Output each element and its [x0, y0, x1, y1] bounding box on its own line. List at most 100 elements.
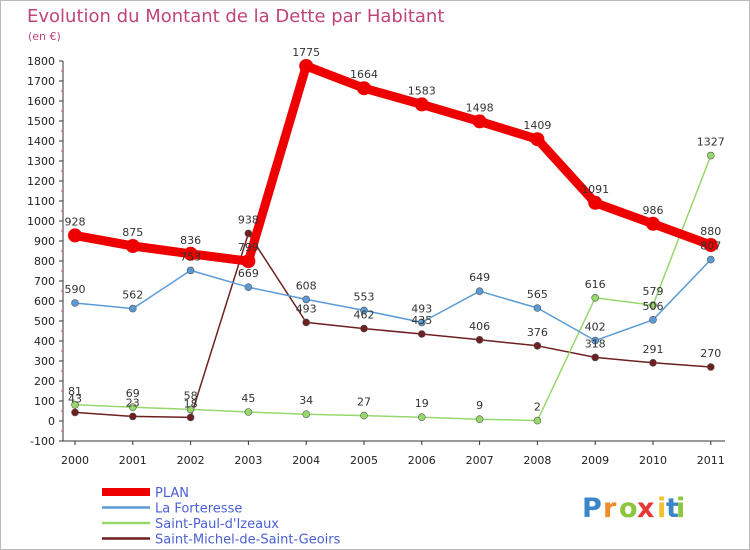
data-label-plan: 836: [180, 234, 201, 247]
logo-letter: r: [603, 493, 617, 524]
legend-label-saint-paul-d-izeaux: Saint-Paul-d'Izeaux: [155, 517, 279, 532]
y-tick-label: 600: [34, 295, 55, 308]
data-label-plan: 1664: [350, 68, 378, 81]
y-tick-label: 1800: [27, 55, 55, 68]
y-tick-label: -100: [30, 435, 55, 448]
data-point-saint-paul-d-izeaux: [649, 301, 657, 310]
y-tick-label: 1000: [27, 215, 55, 228]
data-label-saint-paul-d-izeaux: 2: [534, 401, 541, 414]
data-label-plan: 986: [643, 204, 664, 217]
x-tick-label: 2010: [639, 454, 667, 467]
data-point-la-forteresse: [706, 255, 715, 264]
data-label-saint-paul-d-izeaux: 69: [126, 387, 140, 400]
data-point-plan: [299, 59, 314, 73]
y-tick-label: 1600: [27, 95, 55, 108]
data-point-saint-michel-de-saint-geoirs: [71, 408, 79, 417]
data-label-la-forteresse: 590: [65, 283, 86, 296]
data-label-saint-michel-de-saint-geoirs: 18: [184, 397, 198, 410]
data-point-saint-michel-de-saint-geoirs: [129, 412, 137, 421]
data-point-plan: [125, 239, 140, 253]
data-point-la-forteresse: [417, 318, 426, 327]
data-point-plan: [68, 228, 82, 243]
legend-label-plan: PLAN: [155, 486, 189, 501]
data-point-saint-michel-de-saint-geoirs: [533, 341, 542, 350]
x-tick-label: 2007: [466, 454, 494, 467]
data-point-saint-paul-d-izeaux: [129, 403, 137, 412]
y-tick-label: 700: [34, 275, 55, 288]
data-label-saint-michel-de-saint-geoirs: 23: [126, 396, 140, 409]
data-point-plan: [183, 246, 198, 261]
x-tick-label: 2005: [350, 454, 378, 467]
series-line-plan: [70, 61, 716, 266]
y-tick-label: 400: [34, 335, 55, 348]
data-label-plan: 880: [700, 225, 721, 238]
data-point-saint-michel-de-saint-geoirs: [244, 229, 253, 238]
data-label-saint-paul-d-izeaux: 579: [643, 285, 664, 298]
y-tick-label: 1500: [27, 115, 55, 128]
data-label-saint-paul-d-izeaux: 1327: [697, 136, 725, 149]
data-point-saint-paul-d-izeaux: [186, 405, 195, 414]
data-point-saint-michel-de-saint-geoirs: [475, 335, 484, 344]
x-tick-label: 2011: [697, 454, 725, 467]
logo-letter: i: [676, 493, 685, 524]
data-label-saint-michel-de-saint-geoirs: 376: [527, 326, 548, 339]
data-point-la-forteresse: [129, 304, 137, 313]
data-point-plan: [357, 81, 371, 96]
data-label-saint-michel-de-saint-geoirs: 291: [643, 343, 664, 356]
data-label-plan: 928: [65, 215, 86, 228]
data-point-saint-michel-de-saint-geoirs: [186, 413, 195, 422]
y-tick-label: 0: [48, 415, 55, 428]
data-point-saint-paul-d-izeaux: [417, 413, 426, 422]
data-label-la-forteresse: 565: [527, 288, 548, 301]
data-label-plan: 1091: [581, 183, 609, 196]
data-point-plan: [588, 195, 603, 210]
data-label-la-forteresse: 506: [643, 300, 664, 313]
data-label-la-forteresse: 807: [700, 240, 721, 253]
data-point-saint-paul-d-izeaux: [302, 410, 311, 419]
x-tick-label: 2001: [119, 454, 147, 467]
data-label-layer: 928 875 836 799 1775 1664 1583 1498 1409 1091 986 8…: [65, 46, 725, 414]
data-point-la-forteresse: [71, 299, 79, 307]
data-point-plan: [241, 254, 256, 269]
x-tick-label: 2009: [581, 454, 609, 467]
data-point-plan: [703, 238, 718, 252]
data-label-saint-michel-de-saint-geoirs: 318: [585, 337, 606, 350]
y-tick-label: 1100: [27, 195, 55, 208]
chart-subtitle: (en €): [28, 30, 61, 43]
x-tick-label: 2000: [61, 454, 89, 467]
data-point-plan: [646, 216, 660, 231]
data-point-saint-michel-de-saint-geoirs: [591, 353, 600, 362]
y-tick-label: 100: [34, 395, 55, 408]
series-line-la-forteresse: [74, 258, 712, 342]
data-label-plan: 799: [238, 241, 259, 254]
chart-title: Evolution du Montant de la Dette par Hab…: [27, 6, 444, 27]
data-label-saint-paul-d-izeaux: 34: [299, 394, 313, 407]
y-tick-label: 1400: [27, 135, 55, 148]
data-label-plan: 875: [122, 226, 143, 239]
data-point-saint-paul-d-izeaux: [533, 416, 542, 425]
series-line-saint-michel-de-saint-geoirs: [74, 232, 712, 419]
data-label-saint-paul-d-izeaux: 9: [476, 399, 483, 412]
data-point-saint-paul-d-izeaux: [360, 411, 368, 420]
data-label-la-forteresse: 669: [238, 267, 259, 280]
data-point-saint-paul-d-izeaux: [244, 408, 253, 416]
data-point-saint-michel-de-saint-geoirs: [417, 330, 426, 338]
y-tick-label: 200: [34, 375, 55, 388]
data-point-la-forteresse: [244, 283, 253, 292]
data-point-plan: [414, 97, 429, 112]
data-label-plan: 1583: [408, 84, 436, 97]
data-point-plan: [530, 132, 545, 147]
data-point-saint-michel-de-saint-geoirs: [302, 318, 311, 327]
data-point-la-forteresse: [591, 336, 600, 345]
data-label-saint-paul-d-izeaux: 58: [184, 389, 198, 402]
y-tick-label: 1300: [27, 155, 55, 168]
axes: -100 0 100 200 300 400 500 600 700 800 900 1000 1100…: [27, 55, 725, 467]
legend-label-la-forteresse: La Forteresse: [155, 502, 242, 517]
data-label-la-forteresse: 608: [296, 279, 317, 292]
x-tick-label: 2008: [523, 454, 551, 467]
data-point-la-forteresse: [475, 287, 484, 296]
data-point-saint-michel-de-saint-geoirs: [360, 324, 368, 333]
